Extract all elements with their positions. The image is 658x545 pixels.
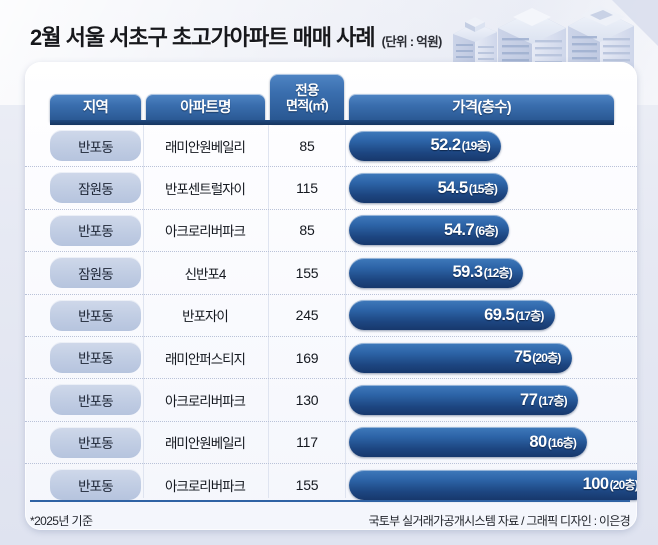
price-bar[interactable]: 54.7 (6층): [349, 215, 509, 246]
cell-area: 115: [296, 180, 318, 197]
table-card: 지역 아파트명 전용 면적(㎡) 가격(층수) 반포동 래미안원베일리 85 52.2…: [25, 62, 637, 530]
price-floor: (17층): [538, 393, 567, 408]
footer: *2025년 기준 국토부 실거래가공개시스템 자료 / 그래픽 디자인 : 이…: [30, 508, 631, 532]
table-row[interactable]: 잠원동 반포센트럴자이 115 54.5 (15층): [25, 166, 637, 208]
table-row[interactable]: 반포동 래미안원베일리 117 80 (16층): [25, 420, 637, 463]
price-bar[interactable]: 52.2 (19층): [349, 130, 501, 161]
cell-region: 잠원동: [50, 172, 141, 204]
price-bar[interactable]: 77 (17층): [349, 385, 578, 416]
cell-apartment: 신반포4: [184, 266, 227, 282]
cell-price: 54.7 (6층): [349, 210, 509, 251]
column-header-area-line1: 전용: [295, 83, 319, 99]
cell-price: 69.5 (17층): [349, 295, 555, 336]
price-floor: (17층): [515, 308, 544, 323]
price-value: 69.5: [484, 305, 515, 324]
footer-note: *2025년 기준: [30, 513, 93, 528]
cell-region: 반포동: [50, 341, 141, 373]
column-header-area[interactable]: 전용 면적(㎡): [270, 74, 344, 123]
price-floor: (15층): [468, 181, 498, 196]
price-value: 77: [520, 390, 538, 409]
price-floor: (12층): [483, 266, 513, 281]
price-floor: (19층): [461, 139, 491, 154]
cell-region: 반포동: [50, 299, 141, 331]
table-row[interactable]: 반포동 래미안퍼스티지 169 75 (20층): [25, 335, 637, 378]
cell-price: 77 (17층): [349, 379, 578, 420]
table-body: 반포동 래미안원베일리 85 52.2 (19층) 잠원동 반포센트럴자이 115 54.5 (1…: [25, 125, 637, 506]
cell-apartment: 아크로리버파크: [165, 478, 246, 494]
cell-area: 155: [295, 264, 319, 281]
header-baseline: [50, 120, 614, 125]
price-value: 100: [582, 475, 610, 494]
column-header-region[interactable]: 지역: [50, 94, 141, 123]
unit-note: (단위 : 억원): [381, 35, 443, 49]
cell-region: 반포동: [50, 130, 141, 161]
price-floor: (20층): [609, 478, 637, 493]
price-value: 59.3: [452, 263, 483, 282]
cell-price: 54.5 (15층): [349, 167, 509, 208]
footer-divider: [30, 500, 630, 502]
price-bar[interactable]: 54.5 (15층): [349, 173, 509, 204]
cell-apartment: 래미안퍼스티지: [165, 351, 246, 367]
price-bar[interactable]: 69.5 (17층): [349, 300, 555, 331]
price-bar[interactable]: 75 (20층): [349, 342, 572, 373]
cell-region: 반포동: [50, 384, 141, 416]
cell-area: 117: [296, 434, 318, 451]
table-row[interactable]: 반포동 아크로리버파크 85 54.7 (6층): [25, 208, 637, 251]
column-header-apartment[interactable]: 아파트명: [146, 94, 265, 123]
price-bar[interactable]: 100 (20층): [349, 469, 637, 500]
price-bar[interactable]: 59.3 (12층): [349, 257, 523, 288]
price-value: 54.7: [444, 220, 475, 239]
cell-price: 75 (20층): [349, 337, 572, 378]
table-card-inner: 지역 아파트명 전용 면적(㎡) 가격(층수) 반포동 래미안원베일리 85 52.2…: [25, 62, 637, 530]
cell-price: 100 (20층): [349, 464, 637, 505]
cell-apartment: 아크로리버파크: [165, 224, 246, 240]
column-header-price[interactable]: 가격(층수): [349, 94, 614, 123]
cell-price: 59.3 (12층): [349, 252, 523, 293]
cell-area: 85: [299, 137, 315, 154]
cell-apartment: 반포센트럴자이: [165, 182, 246, 198]
cell-region: 반포동: [50, 426, 141, 458]
table-row[interactable]: 잠원동 신반포4 155 59.3 (12층): [25, 251, 637, 293]
page-title: 2월 서울 서초구 초고가아파트 매매 사례: [30, 25, 376, 50]
cell-apartment: 반포자이: [182, 309, 229, 325]
price-value: 54.5: [437, 178, 469, 197]
cell-apartment: 래미안원베일리: [165, 139, 246, 155]
cell-region: 잠원동: [50, 257, 141, 289]
cell-area: 169: [295, 349, 319, 366]
cell-region: 반포동: [50, 214, 141, 246]
cell-region: 반포동: [50, 469, 141, 501]
cell-apartment: 아크로리버파크: [165, 394, 246, 410]
price-floor: (20층): [532, 351, 561, 366]
table-row[interactable]: 반포동 반포자이 245 69.5 (17층): [25, 293, 637, 336]
price-value: 75: [513, 348, 532, 367]
table-row[interactable]: 반포동 아크로리버파크 155 100 (20층): [25, 463, 637, 505]
price-value: 80: [529, 432, 547, 451]
cell-apartment: 래미안원베일리: [165, 436, 246, 452]
price-value: 52.2: [430, 136, 461, 155]
cell-area: 245: [295, 307, 319, 324]
cell-area: 155: [295, 476, 319, 493]
cell-area: 130: [295, 392, 319, 409]
cell-area: 85: [299, 222, 315, 239]
title-row: 2월 서울 서초구 초고가아파트 매매 사례 (단위 : 억원): [30, 20, 442, 52]
price-floor: (16층): [547, 435, 577, 450]
price-floor: (6층): [475, 223, 498, 238]
footer-source: 국토부 실거래가공개시스템 자료 / 그래픽 디자인 : 이은경: [368, 513, 630, 528]
cell-price: 52.2 (19층): [349, 125, 501, 166]
price-bar[interactable]: 80 (16층): [349, 427, 588, 458]
column-header-area-line2: 면적(㎡): [285, 97, 329, 113]
table-row[interactable]: 반포동 래미안원베일리 85 52.2 (19층): [25, 125, 637, 166]
cell-price: 80 (16층): [349, 422, 588, 463]
table-row[interactable]: 반포동 아크로리버파크 130 77 (17층): [25, 378, 637, 420]
